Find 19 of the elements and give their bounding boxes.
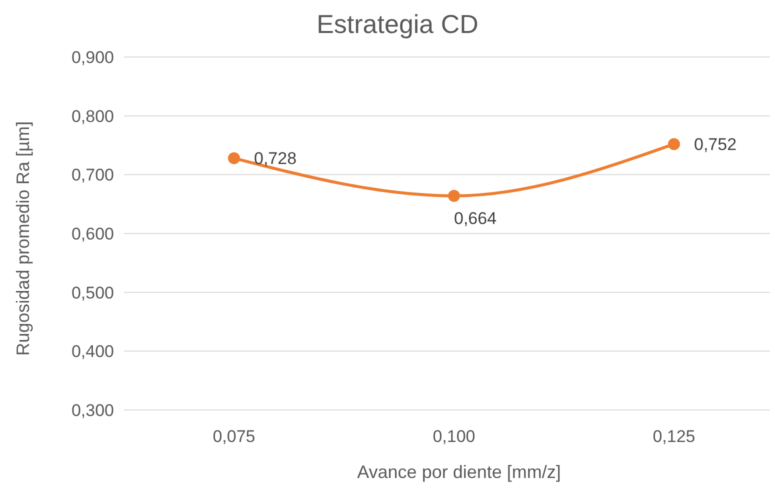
y-tick-label: 0,500 bbox=[71, 283, 114, 302]
point bbox=[228, 152, 240, 164]
y-tick-label: 0,700 bbox=[71, 166, 114, 185]
x-axis-title: Avance por diente [mm/z] bbox=[357, 462, 561, 482]
data-label: 0,752 bbox=[694, 135, 737, 154]
y-tick-label: 0,300 bbox=[71, 400, 114, 420]
x-tick-label: 0,125 bbox=[652, 427, 696, 446]
y-tick-label: 0,600 bbox=[71, 224, 114, 244]
y-axis-title: Rugosidad promedio Ra [µm] bbox=[13, 121, 33, 356]
point bbox=[668, 138, 680, 150]
y-tick-label: 0,800 bbox=[71, 106, 114, 126]
y-tick-label: 0,400 bbox=[71, 342, 114, 362]
chart-title: Estrategia CD bbox=[316, 9, 478, 39]
y-tick-label: 0,900 bbox=[71, 48, 114, 67]
x-tick-label: 0,075 bbox=[212, 427, 256, 446]
data-label: 0,728 bbox=[254, 149, 297, 168]
point bbox=[448, 190, 460, 202]
data-label: 0,664 bbox=[454, 208, 497, 228]
x-tick-label: 0,100 bbox=[432, 427, 476, 446]
